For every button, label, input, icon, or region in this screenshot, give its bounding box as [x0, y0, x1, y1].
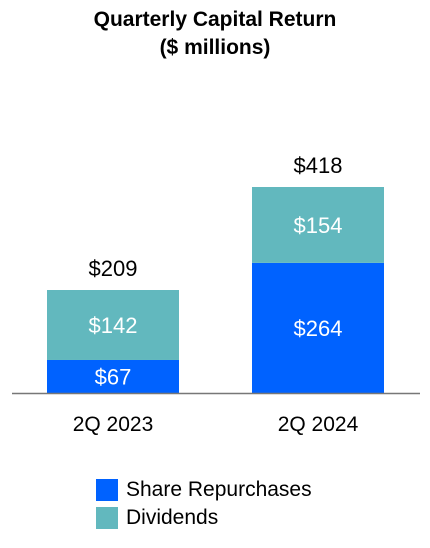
data-label-share-repurchases-2q-2024: $264 — [294, 316, 343, 341]
chart-title: Quarterly Capital Return — [93, 8, 337, 31]
bar-share-repurchases-2q-2023 — [47, 359, 179, 393]
chart-title-block: Quarterly Capital Return ($ millions) — [0, 6, 430, 62]
x-tick-label-2q-2024: 2Q 2024 — [278, 413, 359, 436]
bar-dividends-2q-2023 — [47, 290, 179, 360]
data-label-dividends-2q-2024: $154 — [294, 213, 343, 238]
total-label-2q-2024: $418 — [294, 153, 343, 178]
stacked-bar-chart: $67 $142 $209 2Q 2023 $264 $154 $418 2Q 2024 — [12, 153, 420, 436]
legend-swatch-share-repurchases — [96, 479, 118, 501]
legend-item-share-repurchases: Share Repurchases — [96, 476, 312, 504]
legend-label-dividends: Dividends — [126, 506, 219, 529]
chart-subtitle: ($ millions) — [159, 36, 271, 59]
legend-swatch-dividends — [96, 507, 118, 529]
legend-item-dividends: Dividends — [96, 504, 312, 532]
data-label-share-repurchases-2q-2023: $67 — [95, 364, 132, 389]
legend-label-share-repurchases: Share Repurchases — [126, 478, 312, 501]
x-tick-label-2q-2023: 2Q 2023 — [73, 413, 154, 436]
bar-share-repurchases-2q-2024 — [252, 262, 384, 393]
data-label-dividends-2q-2023: $142 — [89, 313, 138, 338]
total-label-2q-2023: $209 — [89, 256, 138, 281]
legend: Share Repurchases Dividends — [96, 476, 312, 532]
bar-dividends-2q-2024 — [252, 187, 384, 263]
